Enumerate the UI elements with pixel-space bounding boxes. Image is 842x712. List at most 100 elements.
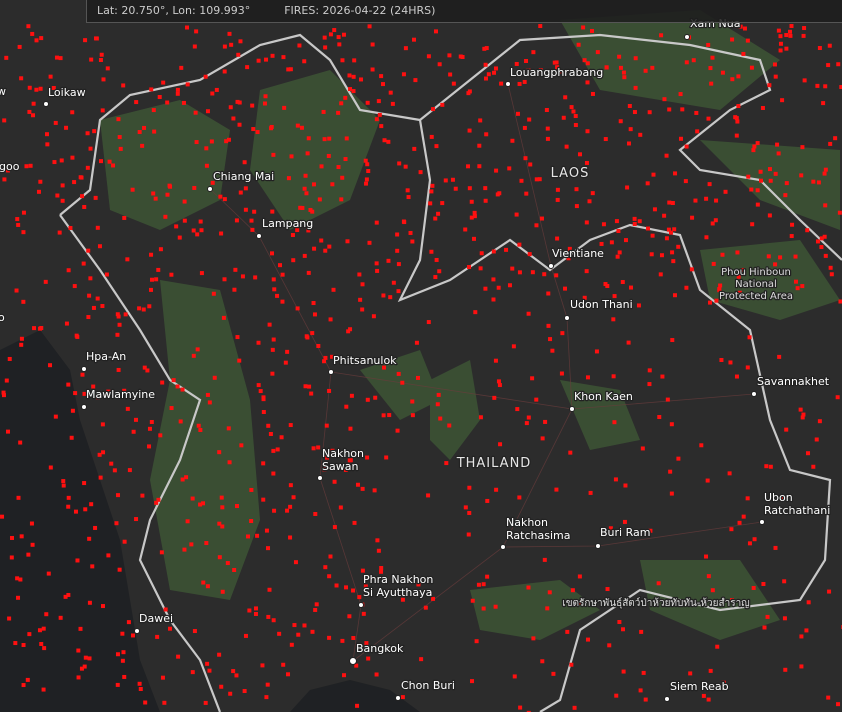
fire-dot: [758, 169, 763, 174]
fire-dot: [628, 127, 633, 132]
fire-dot: [466, 532, 471, 537]
country-label: THAILAND: [456, 456, 532, 471]
fire-dot: [372, 488, 377, 493]
fire-dot: [410, 239, 415, 244]
fire-dot: [87, 293, 92, 298]
fire-dot: [637, 219, 642, 224]
fire-dot: [169, 406, 174, 411]
fire-dot: [107, 159, 112, 164]
fire-dot: [328, 554, 333, 559]
fire-dot: [86, 248, 91, 253]
fire-dot: [605, 587, 610, 592]
fire-dot: [789, 234, 794, 239]
fire-dot: [707, 182, 712, 187]
fire-dot: [121, 650, 126, 655]
fire-dot: [397, 161, 402, 166]
fire-dot: [788, 33, 793, 38]
fire-dot: [573, 114, 578, 119]
fire-dot: [752, 144, 757, 149]
fire-dot: [115, 312, 120, 317]
fire-dot: [357, 595, 362, 600]
fire-dot: [348, 87, 353, 92]
fire-dot: [137, 306, 142, 311]
fire-dot: [595, 50, 600, 55]
fire-dot: [296, 632, 301, 637]
fire-dot: [21, 299, 26, 304]
fire-dot: [545, 606, 550, 611]
fire-dot: [34, 38, 39, 43]
fire-dot: [802, 26, 807, 31]
fire-dot: [354, 663, 359, 668]
fire-dot: [365, 397, 370, 402]
fire-dot: [347, 614, 352, 619]
fire-dot: [483, 286, 488, 291]
fire-dot: [775, 142, 780, 147]
fire-dot: [437, 269, 442, 274]
fire-dot: [13, 641, 18, 646]
area-label: National: [735, 279, 777, 290]
fire-dot: [827, 43, 832, 48]
fire-dot: [526, 585, 531, 590]
fire-dot: [746, 174, 751, 179]
fire-dot: [252, 209, 257, 214]
fire-dot: [149, 419, 154, 424]
fire-dot: [569, 662, 574, 667]
fire-dot: [747, 335, 752, 340]
fire-dot: [264, 528, 269, 533]
fire-dot: [235, 335, 240, 340]
fire-dot: [149, 87, 154, 92]
fire-dot: [160, 380, 165, 385]
fire-dot: [130, 187, 135, 192]
fire-dot: [328, 317, 333, 322]
edge-label: goo: [0, 160, 20, 173]
fire-dot: [145, 368, 150, 373]
fire-dot: [627, 103, 632, 108]
fire-dot: [300, 205, 305, 210]
fire-dot: [137, 681, 142, 686]
place-label: Chiang Mai: [213, 170, 274, 183]
fire-dot: [290, 233, 295, 238]
coords: Lat: 20.750°, Lon: 109.993°: [97, 4, 251, 17]
fire-dot: [585, 61, 590, 66]
fire-dot: [117, 567, 122, 572]
fire-dot: [470, 598, 475, 603]
fire-dot: [271, 152, 276, 157]
fire-dot: [201, 580, 206, 585]
fire-dot: [309, 391, 314, 396]
fire-dot: [551, 671, 556, 676]
fire-dot: [359, 77, 364, 82]
fire-dot: [311, 182, 316, 187]
fire-dot: [269, 222, 274, 227]
fire-dot: [25, 677, 30, 682]
fire-dot: [570, 600, 575, 605]
fire-dot: [382, 138, 387, 143]
place-dot: [569, 406, 575, 412]
fire-dot: [19, 342, 24, 347]
fire-dot: [768, 464, 773, 469]
fire-dot: [357, 272, 362, 277]
fire-dot: [678, 136, 683, 141]
fire-dot: [386, 258, 391, 263]
fire-dot: [16, 222, 21, 227]
fire-dot: [81, 261, 86, 266]
fire-dot: [131, 429, 136, 434]
fire-dot: [478, 118, 483, 123]
fire-dot: [237, 122, 242, 127]
fire-dot: [800, 284, 805, 289]
fire-dot: [678, 92, 683, 97]
fire-dot: [323, 45, 328, 50]
fire-dot: [286, 176, 291, 181]
fire-dot: [614, 219, 619, 224]
fire-dot: [95, 296, 100, 301]
fire-dot: [361, 611, 366, 616]
fire-dot: [632, 216, 637, 221]
fire-dot: [204, 146, 209, 151]
gulf: [290, 680, 420, 712]
fire-dot: [256, 383, 261, 388]
fire-dot: [185, 519, 190, 524]
place-label: Ubon: [764, 491, 793, 504]
fire-dot: [352, 58, 357, 63]
fire-dot: [611, 317, 616, 322]
